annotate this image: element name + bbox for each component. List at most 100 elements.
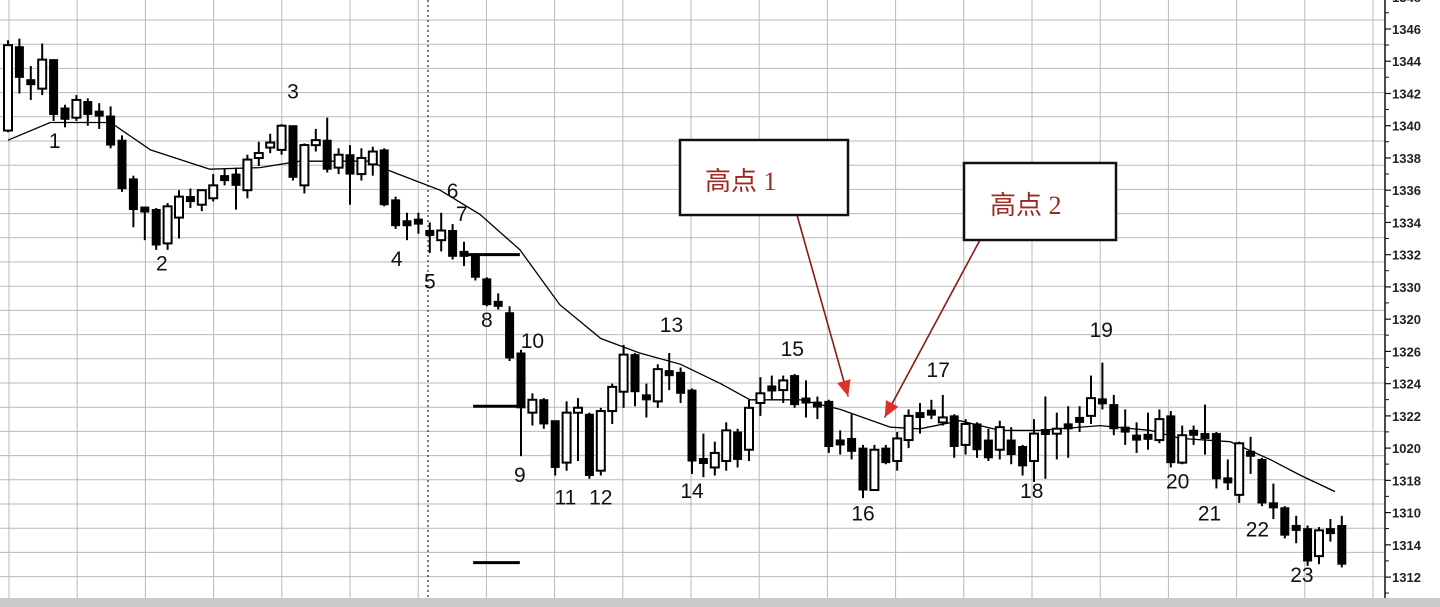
candle xyxy=(459,241,469,266)
candle-body-down xyxy=(470,254,480,278)
candle xyxy=(310,128,321,152)
callout-text-1: 高点 1 xyxy=(705,167,777,196)
candle xyxy=(1200,404,1210,455)
candle xyxy=(37,43,48,96)
candle-body-down xyxy=(345,154,355,175)
candle xyxy=(1325,519,1335,542)
candle xyxy=(915,402,925,434)
candle-body-down xyxy=(824,400,834,448)
candle-body-down xyxy=(231,173,241,186)
wave-label: 8 xyxy=(481,309,493,332)
candle-body-down xyxy=(835,439,845,446)
wave-label: 3 xyxy=(287,80,299,103)
y-tick-label: 1318 xyxy=(1392,473,1421,488)
candle-body-down xyxy=(915,412,925,419)
candle-body-down xyxy=(1143,433,1153,440)
candle xyxy=(561,401,572,471)
candle-body-up xyxy=(242,158,253,192)
wave-label: 22 xyxy=(1246,519,1269,542)
candle-body-down xyxy=(1200,433,1210,440)
candle-body-down xyxy=(983,439,993,459)
y-tick-label: 1342 xyxy=(1392,86,1421,101)
y-tick-label: 1332 xyxy=(1392,248,1421,263)
candle-body-down xyxy=(1257,458,1267,504)
y-tick-label: 1314 xyxy=(1392,538,1422,553)
candle xyxy=(71,95,82,121)
candle-body-up xyxy=(744,406,754,451)
candle xyxy=(413,212,423,234)
callout-box-2 xyxy=(962,161,1118,242)
candle xyxy=(994,420,1005,460)
candle-body-up xyxy=(721,429,732,463)
candle-body-down xyxy=(516,352,526,409)
candle xyxy=(333,148,344,175)
candle xyxy=(140,206,150,241)
wave-label: 17 xyxy=(927,359,950,382)
reference-marks xyxy=(467,253,520,565)
candle xyxy=(1234,441,1245,503)
candle-body-up xyxy=(265,141,276,149)
candle-body-down xyxy=(584,413,594,477)
candle-body-up xyxy=(3,44,13,132)
candle xyxy=(448,224,458,260)
candle xyxy=(1223,459,1233,491)
y-tick-label: 1338 xyxy=(1392,151,1421,166)
candle-body-up xyxy=(310,139,321,147)
candle xyxy=(937,394,948,426)
candle-body-down xyxy=(26,79,36,86)
candle-body-down xyxy=(220,175,230,182)
candle xyxy=(676,367,686,403)
candle xyxy=(470,253,480,281)
candle-body-down xyxy=(847,437,857,452)
y-tick-label: 1324 xyxy=(1392,377,1422,392)
candle xyxy=(778,375,789,403)
callout-box-1 xyxy=(678,138,850,217)
candle xyxy=(288,125,298,181)
candle xyxy=(1303,525,1313,566)
candle-body-up xyxy=(37,58,48,90)
candle xyxy=(242,154,253,199)
candle-body-up xyxy=(573,406,583,414)
candle xyxy=(926,399,936,420)
candle-body-down xyxy=(1291,524,1301,531)
wave-label: 10 xyxy=(521,330,544,353)
candle-body-down xyxy=(60,107,70,120)
candle-body-up xyxy=(652,368,663,403)
candle xyxy=(790,373,800,408)
wave-label: 1 xyxy=(49,130,61,153)
candle xyxy=(767,375,777,400)
candle-body-down xyxy=(151,209,161,246)
candle-body-up xyxy=(994,426,1005,451)
candle xyxy=(151,207,161,250)
wave-label: 11 xyxy=(555,486,577,509)
candle xyxy=(892,432,903,471)
candle-body-up xyxy=(367,150,378,166)
candle-body-down xyxy=(1109,404,1119,430)
candle-body-down xyxy=(493,300,503,307)
wave-label: 15 xyxy=(781,338,804,361)
candle-body-up xyxy=(253,152,264,160)
candle xyxy=(49,59,59,121)
candle-body-up xyxy=(356,156,367,176)
candle xyxy=(231,167,241,210)
candle-body-up xyxy=(1234,442,1245,496)
candle-body-down xyxy=(459,250,469,257)
y-tick-label: 1336 xyxy=(1392,183,1421,198)
candle xyxy=(128,175,138,228)
candle-body-down xyxy=(1075,416,1085,423)
candle-body-down xyxy=(83,101,93,115)
wave-label: 14 xyxy=(680,480,704,503)
candle xyxy=(162,203,173,250)
candle-body-up xyxy=(276,124,287,151)
candle-body-up xyxy=(1154,418,1165,442)
candle xyxy=(1143,412,1153,450)
candle-body-up xyxy=(595,410,606,472)
candle-body-down xyxy=(733,431,743,460)
candle xyxy=(1257,457,1267,507)
candle xyxy=(1291,515,1301,544)
candle xyxy=(1154,409,1165,444)
candle xyxy=(755,377,766,416)
candle xyxy=(1166,411,1176,468)
candle xyxy=(869,444,880,492)
